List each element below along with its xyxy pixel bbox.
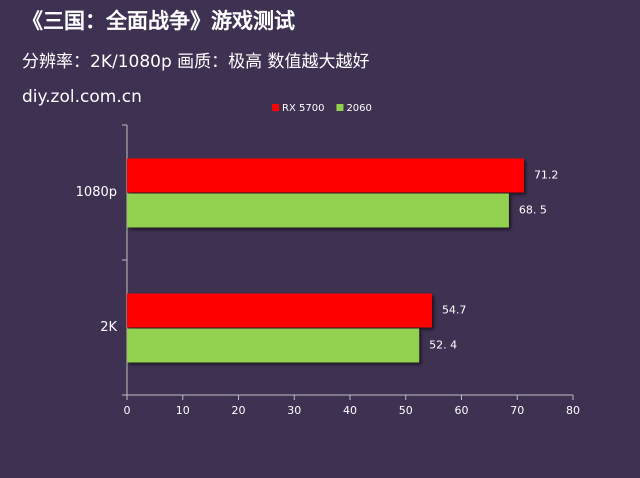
x-tick-label: 80 — [566, 404, 580, 417]
x-tick-label: 60 — [455, 404, 469, 417]
chart-subtitle: 分辨率：2K/1080p 画质：极高 数值越大越好 — [22, 52, 370, 72]
chart-title: 《三国：全面战争》游戏测试 — [22, 9, 295, 33]
x-tick-label: 10 — [176, 404, 190, 417]
bar — [127, 328, 420, 363]
legend-swatch — [272, 104, 279, 111]
x-tick-label: 0 — [124, 404, 131, 417]
legend-swatch — [336, 104, 344, 111]
y-tick-label: 2K — [100, 320, 117, 335]
bar — [127, 158, 524, 193]
y-tick-label: 1080p — [76, 185, 117, 200]
value-label: 52. 4 — [429, 339, 457, 352]
value-label: 54.7 — [442, 304, 467, 317]
value-label: 68. 5 — [519, 204, 547, 217]
bar — [127, 193, 509, 228]
x-tick-label: 50 — [399, 404, 413, 417]
x-tick-label: 70 — [510, 404, 524, 417]
x-tick-label: 40 — [343, 404, 357, 417]
x-tick-label: 30 — [287, 404, 301, 417]
legend-label: 2060 — [346, 103, 371, 114]
x-tick-label: 20 — [232, 404, 246, 417]
chart-source: diy.zol.com.cn — [22, 87, 142, 107]
legend-label: RX 5700 — [282, 103, 324, 114]
bar — [127, 293, 432, 328]
value-label: 71.2 — [534, 169, 559, 182]
